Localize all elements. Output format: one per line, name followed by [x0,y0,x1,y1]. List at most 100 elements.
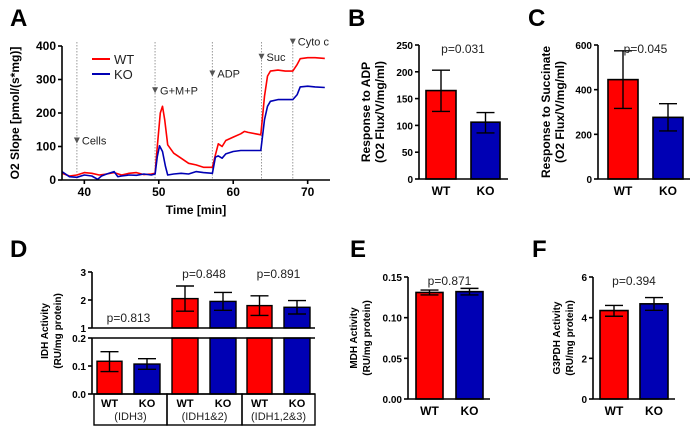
y-tick-label: 0 [49,173,56,187]
y-tick-label: 250 [396,41,413,52]
group-label: (IDH1&2) [182,411,228,423]
x-category-label: WT [420,404,439,418]
bar-wt-lower-segment [171,337,199,395]
legend: WT KO [92,52,134,82]
series-line-ko [61,85,325,181]
p-value-label: p=0.394 [612,274,656,288]
p-value-label: p=0.871 [428,274,472,288]
y-tick-label: 0.0 [72,390,86,401]
y-tick-label: 0.15 [383,273,403,284]
event-marker-label: G+M+P [160,85,198,97]
y-tick-label: 200 [36,106,56,120]
event-marker-label: ADP [217,69,240,81]
legend-label-ko: KO [114,67,133,82]
bar-wt [415,291,444,400]
x-tick-label: 40 [78,185,92,199]
p-value-label: p=0.813 [107,311,151,325]
event-marker-label: Suc [267,52,286,64]
event-marker-triangle-icon [152,87,159,94]
bar-ko [455,290,484,400]
y-tick-label: 50 [402,148,414,159]
y-tick-label: 1 [80,324,86,335]
x-category-label: KO [215,398,232,410]
x-category-label: WT [251,398,268,410]
bar-ko [639,303,669,400]
y-tick-label: 2 [581,354,587,365]
y-axis-label-d-line2: (RU/mg protein) [53,293,64,369]
x-axis-label-a: Time [min] [166,203,226,217]
panel-label-a: A [10,5,27,32]
y-tick-label: 0.10 [383,314,403,325]
panel-label-c: C [528,5,545,32]
event-marker-triangle-icon [258,53,265,60]
x-category-label: KO [645,404,663,418]
legend-label-wt: WT [114,52,134,67]
bar-wt-lower-segment [246,337,273,395]
y-axis-label-e-line2: (RU/mg protein) [362,300,373,376]
y-axis-label-d-line1: IDH Activity [40,303,51,359]
y-tick-label: 3 [80,268,86,279]
event-marker-label: Cyto c [298,37,330,49]
p-value-label: p=0.891 [257,267,301,281]
x-category-label: WT [101,398,118,410]
x-category-label: WT [176,398,193,410]
panel-label-b: B [348,5,365,32]
y-tick-label: 400 [36,39,56,53]
panel-f-bar-chart: F G3PDH Activity (RU/mg protein) WT KO 0 2 4… [532,236,675,418]
y-axis-label-c-line2: (O2 Flux/V/mg/ml) [553,61,567,163]
y-tick-label: 600 [575,41,592,52]
panel-label-f: F [532,236,547,263]
panel-b-bar-chart: B Response to ADP (O2 Flux/V/mg/ml) WT KO… [348,5,508,198]
y-tick-label: 0 [586,175,592,186]
y-axis-label-c-line1: Response to Succinate [539,46,553,178]
x-tick-label: 50 [152,185,166,199]
y-tick-label: 0.00 [383,395,403,406]
x-category-label: KO [139,398,156,410]
group-label: (IDH1,2&3) [251,411,306,423]
x-category-label: KO [289,398,306,410]
y-axis-label-e-line1: MDH Activity [349,307,360,369]
event-marker-triangle-icon [289,38,296,45]
y-tick-label: 300 [36,73,56,87]
y-tick-label: 0.1 [72,362,86,373]
p-value-label: p=0.848 [182,267,226,281]
y-axis-label-b-line2: (O2 Flux/V/mg/ml) [373,61,387,163]
y-tick-label: 0.05 [383,354,403,365]
panel-d-bar-chart: D IDH Activity (RU/mg protein) WT KO(IDH3… [10,236,316,426]
series-line-wt [61,56,325,177]
y-axis-label-f-line2: (RU/mg protein) [565,300,576,376]
x-tick-label: 70 [301,185,315,199]
y-axis-label-f-line1: G3PDH Activity [552,301,563,374]
panel-label-e: E [350,236,366,263]
y-tick-label: 0 [581,395,587,406]
event-marker-triangle-icon [73,137,80,144]
x-tick-label: 60 [227,185,241,199]
y-axis-label-b-line1: Response to ADP [359,62,373,162]
group-label: (IDH3) [114,411,146,423]
y-tick-label: 100 [396,121,413,132]
y-tick-label: 2 [80,296,86,307]
x-category-label: WT [605,404,624,418]
bar-wt [599,309,629,400]
bar-ko-lower-segment [283,337,311,395]
p-value-label: p=0.045 [624,42,668,56]
y-tick-label: 4 [581,314,587,325]
panel-e-bar-chart: E MDH Activity (RU/mg protein) WT KO 0.00 0… [349,236,490,418]
event-marker-triangle-icon [209,70,216,77]
x-category-label: KO [461,404,479,418]
y-tick-label: 200 [575,130,592,141]
y-tick-label: 100 [36,140,56,154]
y-tick-label: 150 [396,95,413,106]
panel-a-line-chart: A O2 Slope [pmol/(s*mg)] Time [min] Cell… [8,5,330,217]
x-category-label: KO [659,184,677,198]
panel-label-d: D [10,236,27,263]
y-axis-label-a: O2 Slope [pmol/(s*mg)] [8,47,22,180]
bar-ko-lower-segment [209,337,237,395]
event-marker-label: Cells [82,136,107,148]
y-tick-label: 200 [396,68,413,79]
panel-c-bar-chart: C Response to Succinate (O2 Flux/V/mg/ml… [528,5,690,198]
x-category-label: KO [477,184,495,198]
x-category-label: WT [614,184,633,198]
y-tick-label: 400 [575,86,592,97]
